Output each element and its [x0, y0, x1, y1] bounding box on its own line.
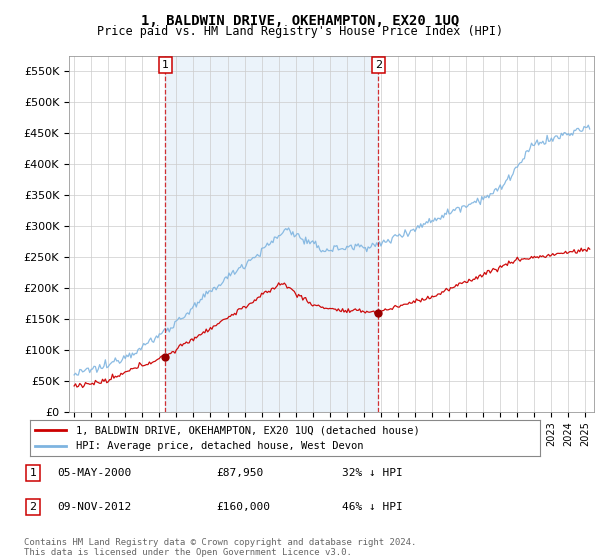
Text: 09-NOV-2012: 09-NOV-2012 [57, 502, 131, 512]
Text: 1, BALDWIN DRIVE, OKEHAMPTON, EX20 1UQ (detached house): 1, BALDWIN DRIVE, OKEHAMPTON, EX20 1UQ (… [76, 425, 419, 435]
Text: 32% ↓ HPI: 32% ↓ HPI [342, 468, 403, 478]
Text: 2: 2 [375, 60, 382, 70]
Text: Contains HM Land Registry data © Crown copyright and database right 2024.
This d: Contains HM Land Registry data © Crown c… [24, 538, 416, 557]
Text: £160,000: £160,000 [216, 502, 270, 512]
Text: £87,950: £87,950 [216, 468, 263, 478]
Text: Price paid vs. HM Land Registry's House Price Index (HPI): Price paid vs. HM Land Registry's House … [97, 25, 503, 38]
Text: 1: 1 [162, 60, 169, 70]
Text: 1: 1 [29, 468, 37, 478]
Text: 46% ↓ HPI: 46% ↓ HPI [342, 502, 403, 512]
Bar [166, 56, 379, 412]
Text: 2: 2 [29, 502, 37, 512]
Text: HPI: Average price, detached house, West Devon: HPI: Average price, detached house, West… [76, 441, 364, 451]
Text: 1, BALDWIN DRIVE, OKEHAMPTON, EX20 1UQ: 1, BALDWIN DRIVE, OKEHAMPTON, EX20 1UQ [141, 14, 459, 28]
Text: 05-MAY-2000: 05-MAY-2000 [57, 468, 131, 478]
